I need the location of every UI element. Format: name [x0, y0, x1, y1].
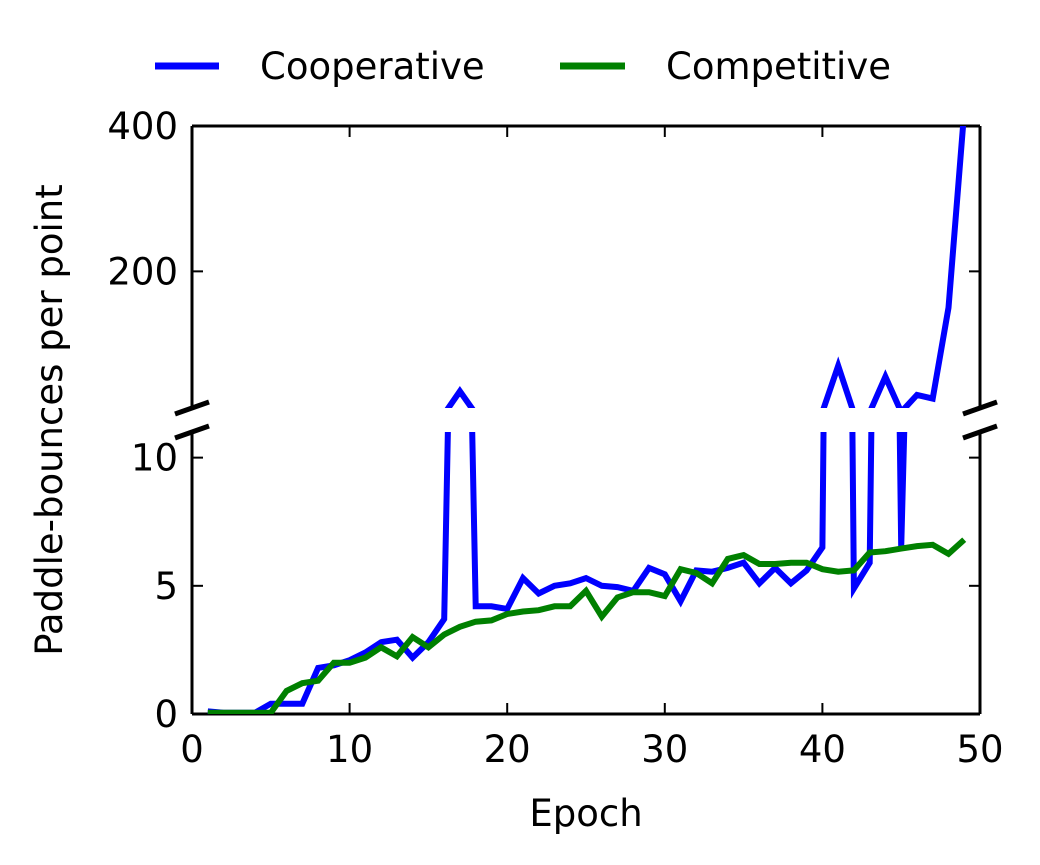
x-axis-label: Epoch: [529, 792, 642, 835]
lower-panel: [190, 432, 982, 716]
y-tick-label: 0: [154, 693, 178, 736]
x-tick-label: 0: [180, 728, 204, 771]
legend: Cooperative Competitive: [155, 45, 891, 88]
series-line-cooperative: [207, 432, 908, 714]
axis-break-slash: [962, 423, 998, 441]
y-axis-label: Paddle-bounces per point: [28, 184, 71, 655]
series-line-cooperative-upper: [444, 126, 967, 408]
series-line-competitive-upper: [208, 412, 964, 417]
y-tick-label: 5: [154, 565, 178, 608]
axis-break-marks: [174, 399, 998, 441]
x-tick-label: 10: [326, 728, 373, 771]
legend-label-cooperative: Cooperative: [260, 45, 485, 88]
x-tick-label: 40: [799, 728, 846, 771]
legend-label-competitive: Competitive: [666, 45, 891, 88]
y-axis: 200 400 0 5 10: [107, 105, 980, 736]
x-tick-label: 30: [641, 728, 688, 771]
x-axis: 0 10 20 30 40 50: [180, 126, 1004, 771]
upper-panel: [190, 124, 982, 417]
x-tick-label: 20: [484, 728, 531, 771]
x-tick-label: 50: [956, 728, 1003, 771]
series-line-competitive: [207, 537, 967, 714]
axis-break-slash: [174, 423, 210, 441]
y-tick-label: 400: [107, 105, 178, 148]
axis-break-slash: [962, 399, 998, 417]
y-tick-label: 200: [107, 250, 178, 293]
y-tick-label: 10: [131, 437, 178, 480]
axis-break-slash: [174, 399, 210, 417]
